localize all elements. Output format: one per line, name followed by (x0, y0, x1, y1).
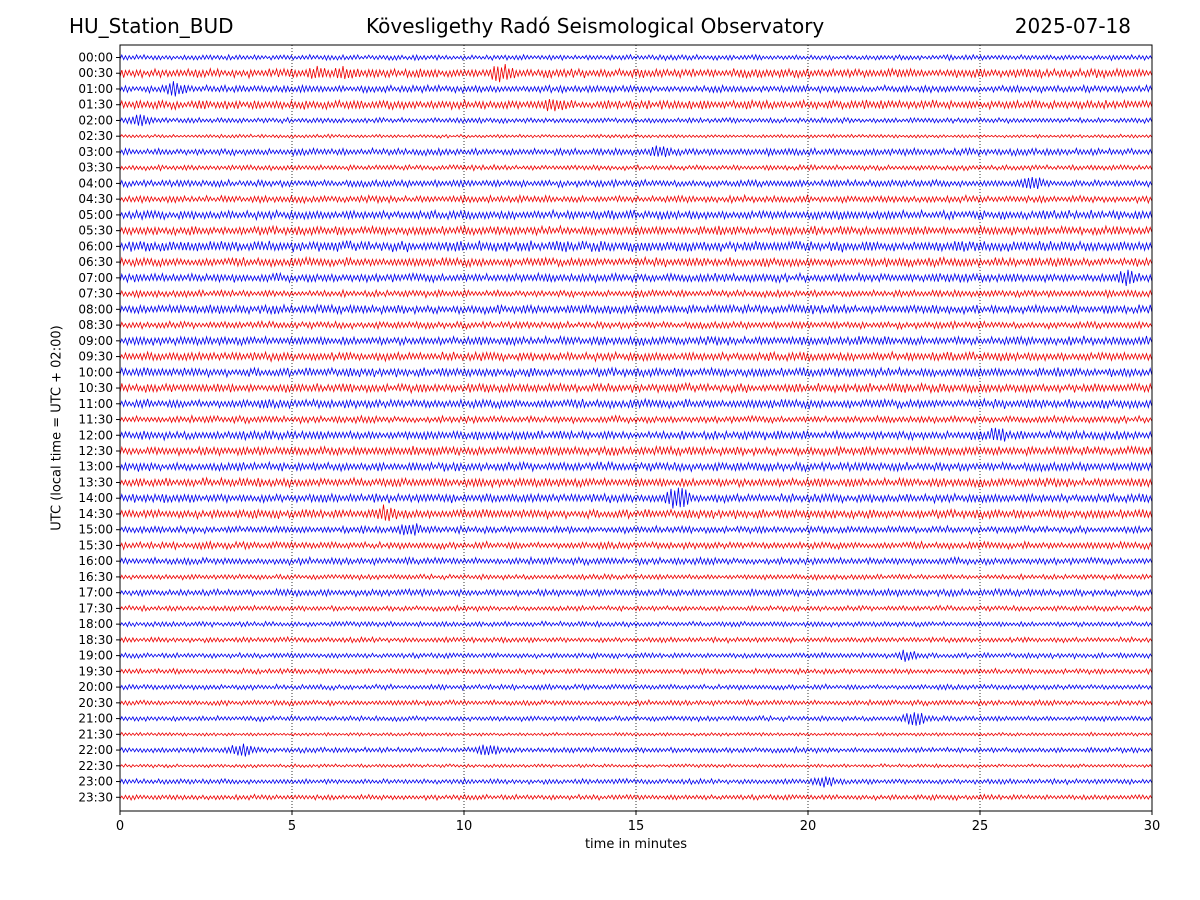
y-tick-label: 14:00 (78, 491, 113, 505)
y-tick-label: 05:30 (78, 224, 113, 238)
trace-0130 (119, 98, 1153, 112)
trace-2130 (119, 731, 1153, 737)
y-tick-label: 08:00 (78, 302, 113, 316)
trace-0230 (119, 133, 1153, 139)
trace-0300 (119, 145, 1153, 158)
y-tick-label: 00:30 (78, 66, 113, 80)
x-tick-label: 10 (456, 819, 473, 834)
observatory-title: Kövesligethy Radó Seismological Observat… (366, 14, 825, 38)
trace-1200 (119, 427, 1153, 442)
y-tick-label: 12:30 (78, 444, 113, 458)
y-tick-label: 08:30 (78, 318, 113, 332)
y-tick-label: 18:30 (78, 633, 113, 647)
y-tick-label: 22:30 (78, 759, 113, 773)
y-tick-label: 06:00 (78, 239, 113, 253)
trace-0100 (119, 81, 1153, 97)
trace-0600 (119, 240, 1153, 253)
x-tick-label: 0 (116, 819, 124, 834)
y-tick-label: 17:30 (78, 601, 113, 615)
y-tick-label: 23:00 (78, 775, 113, 789)
x-tick-label: 5 (288, 819, 296, 834)
trace-2000 (119, 683, 1153, 692)
trace-1330 (119, 476, 1153, 489)
trace-1700 (119, 587, 1153, 598)
trace-0000 (119, 53, 1153, 62)
trace-0700 (119, 269, 1153, 287)
y-tick-label: 15:30 (78, 538, 113, 552)
y-tick-label: 23:30 (78, 790, 113, 804)
record-date: 2025-07-18 (1014, 14, 1131, 38)
y-tick-label: 14:30 (78, 507, 113, 521)
trace-1130 (119, 414, 1153, 425)
trace-1600 (119, 555, 1153, 567)
y-tick-label: 00:00 (78, 51, 113, 65)
grid-layer (291, 45, 981, 811)
y-tick-label: 19:00 (78, 649, 113, 663)
trace-1800 (119, 620, 1153, 629)
trace-0330 (119, 163, 1153, 172)
trace-2300 (119, 776, 1153, 788)
y-tick-label: 21:00 (78, 712, 113, 726)
y-tick-label: 20:30 (78, 696, 113, 710)
y-tick-label: 07:00 (78, 271, 113, 285)
x-axis-label: time in minutes (584, 837, 688, 852)
y-tick-label: 09:00 (78, 334, 113, 348)
y-tick-label: 16:30 (78, 570, 113, 584)
y-tick-label: 03:30 (78, 161, 113, 175)
x-tick-label: 20 (800, 819, 817, 834)
y-tick-label: 09:30 (78, 350, 113, 364)
y-tick-label: 04:30 (78, 192, 113, 206)
y-tick-label: 18:00 (78, 617, 113, 631)
y-tick-label: 12:00 (78, 428, 113, 442)
y-tick-label: 03:00 (78, 145, 113, 159)
trace-layer (119, 53, 1153, 802)
y-tick-label: 20:00 (78, 680, 113, 694)
y-tick-label: 11:00 (78, 397, 113, 411)
y-tick-label: 02:30 (78, 129, 113, 143)
y-tick-label: 13:30 (78, 475, 113, 489)
trace-0930 (119, 350, 1153, 363)
trace-1300 (119, 460, 1153, 473)
y-tick-label: 19:30 (78, 664, 113, 678)
y-tick-label: 05:00 (78, 208, 113, 222)
y-tick-label: 07:30 (78, 287, 113, 301)
trace-0730 (119, 288, 1153, 300)
y-tick-label: 13:00 (78, 460, 113, 474)
trace-0900 (119, 334, 1153, 347)
x-tick-label: 25 (972, 819, 989, 834)
y-tick-label: 22:00 (78, 743, 113, 757)
trace-1530 (119, 540, 1153, 551)
y-tick-label: 17:00 (78, 586, 113, 600)
y-tick-label: 10:30 (78, 381, 113, 395)
y-tick-label: 01:00 (78, 82, 113, 96)
y-tick-label: 11:30 (78, 413, 113, 427)
y-tick-label: 21:30 (78, 727, 113, 741)
y-tick-label: 15:00 (78, 523, 113, 537)
y-tick-label: 16:00 (78, 554, 113, 568)
y-tick-label: 02:00 (78, 113, 113, 127)
trace-1730 (119, 604, 1153, 613)
trace-2200 (119, 743, 1153, 757)
trace-1930 (119, 667, 1153, 676)
trace-1100 (119, 397, 1153, 410)
station-name: HU_Station_BUD (69, 14, 234, 38)
trace-0500 (119, 208, 1153, 222)
plot-frame (119, 44, 1153, 812)
y-tick-label: 10:00 (78, 365, 113, 379)
trace-0530 (119, 224, 1153, 237)
y-tick-label: 01:30 (78, 98, 113, 112)
y-tick-label: 06:30 (78, 255, 113, 269)
x-tick-label: 30 (1144, 819, 1161, 834)
y-axis-label: UTC (local time = UTC + 02:00) (49, 325, 65, 531)
x-tick-label: 15 (628, 819, 645, 834)
x-axis: 0 5 10 15 20 25 30 (116, 811, 1160, 834)
y-tick-label: 04:00 (78, 176, 113, 190)
